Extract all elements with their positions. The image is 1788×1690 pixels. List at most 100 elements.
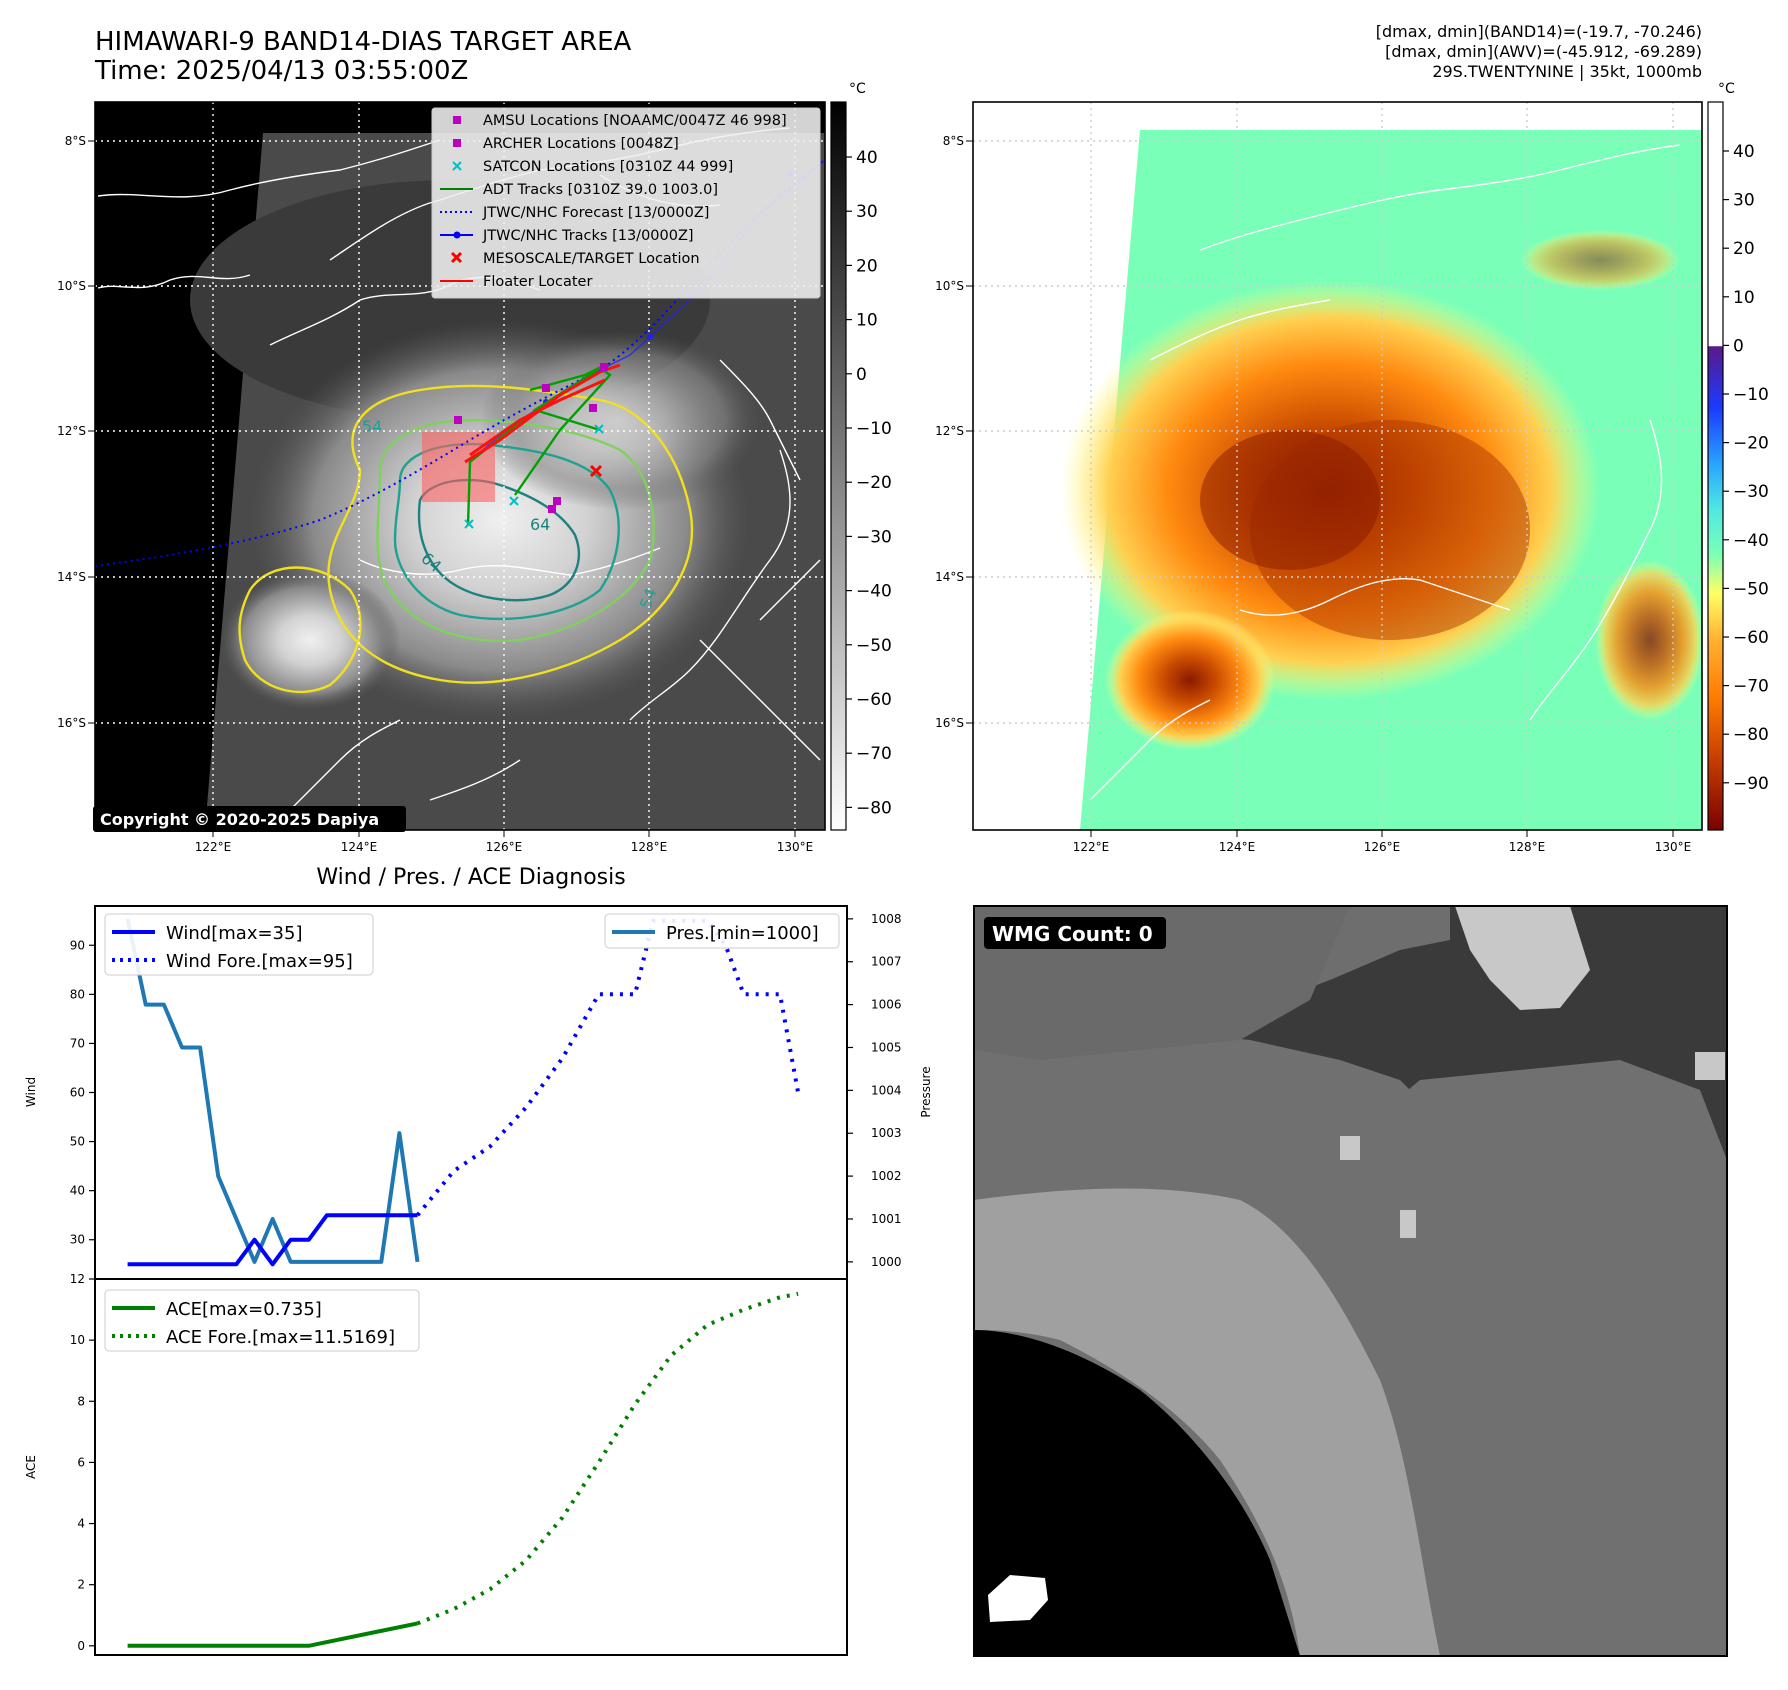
- color-colorbar: °C 40 30 20 10 0 −10 −20 −30 −40 −50 −60 −70 −80 −90: [1707, 81, 1769, 831]
- colorbar-tick: −70: [856, 744, 892, 764]
- colorbar-tick: 30: [1733, 191, 1755, 211]
- wind-tick: 50: [70, 1135, 85, 1149]
- legend-adt: ADT Tracks [0310Z 39.0 1003.0]: [483, 182, 718, 198]
- ace-forecast-line: [416, 1291, 799, 1626]
- colorbar-tick: 40: [1733, 142, 1755, 162]
- svg-text:8°S: 8°S: [943, 134, 964, 148]
- target-box: [422, 432, 495, 502]
- info-storm: 29S.TWENTYNINE | 35kt, 1000mb: [1432, 62, 1702, 81]
- wind-tick: 90: [70, 938, 85, 952]
- wind-tick: 30: [70, 1233, 85, 1247]
- svg-text:122°E: 122°E: [195, 840, 232, 854]
- map1-lon-ticks: 122°E 124°E 126°E 128°E 130°E: [195, 830, 814, 854]
- svg-text:128°E: 128°E: [1509, 840, 1546, 854]
- svg-text:126°E: 126°E: [1364, 840, 1401, 854]
- colorbar-tick: −90: [1733, 774, 1769, 794]
- legend-mesoscale: MESOSCALE/TARGET Location: [483, 251, 700, 267]
- pressure-axis-label: Pressure: [919, 1066, 933, 1117]
- svg-text:10°S: 10°S: [935, 279, 964, 293]
- svg-text:14°S: 14°S: [57, 570, 86, 584]
- timestamp: Time: 2025/04/13 03:55:00Z: [95, 56, 469, 86]
- colorbar-tick: −10: [1733, 385, 1769, 405]
- info-band14: [dmax, dmin](BAND14)=(-19.7, -70.246): [1375, 22, 1702, 41]
- colorbar-tick: 20: [1733, 239, 1755, 259]
- colorbar-tick: 10: [856, 311, 878, 331]
- colorbar-tick: −80: [856, 798, 892, 818]
- wmg-count: WMG Count: 0: [992, 922, 1153, 946]
- legend-floater: Floater Locater: [483, 274, 592, 290]
- wind-legend: Wind[max=35] Wind Fore.[max=95]: [104, 913, 374, 976]
- wind-tick: 80: [70, 987, 85, 1001]
- svg-text:10°S: 10°S: [57, 279, 86, 293]
- legend-ace-fore: ACE Fore.[max=11.5169]: [166, 1327, 395, 1348]
- svg-text:130°E: 130°E: [777, 840, 814, 854]
- legend-wind: Wind[max=35]: [166, 923, 303, 944]
- ace-tick: 4: [77, 1517, 85, 1531]
- pressure-tick: 1008: [871, 912, 902, 926]
- wind-tick: 70: [70, 1036, 85, 1050]
- info-awv: [dmax, dmin](AWV)=(-45.912, -69.289): [1385, 42, 1702, 61]
- colorbar-tick: −50: [1733, 579, 1769, 599]
- pressure-tick: 1007: [871, 955, 902, 969]
- svg-text:130°E: 130°E: [1655, 840, 1692, 854]
- svg-text:12°S: 12°S: [935, 424, 964, 438]
- pressure-tick: 1002: [871, 1169, 902, 1183]
- ace-tick: 8: [77, 1394, 85, 1408]
- ace-tick: 6: [77, 1455, 85, 1469]
- colorbar-tick: −40: [1733, 531, 1769, 551]
- colorbar-tick: −30: [856, 527, 892, 547]
- pressure-line: [125, 918, 420, 1264]
- copyright-text: Copyright © 2020-2025 Dapiya: [100, 810, 379, 829]
- pressure-tick: 1000: [871, 1255, 902, 1269]
- contour-label-54a: 54: [362, 417, 382, 436]
- legend-jtwc-tracks: JTWC/NHC Tracks [13/0000Z]: [482, 228, 694, 244]
- svg-text:124°E: 124°E: [341, 840, 378, 854]
- colorbar-tick: 0: [1733, 336, 1744, 356]
- legend-pressure: Pres.[min=1000]: [666, 923, 819, 944]
- svg-text:16°S: 16°S: [935, 716, 964, 730]
- svg-text:126°E: 126°E: [486, 840, 523, 854]
- svg-text:°C: °C: [849, 81, 866, 97]
- pressure-tick: 1004: [871, 1083, 902, 1097]
- wind-line: [127, 1213, 418, 1267]
- colorbar-tick: 0: [856, 365, 867, 385]
- colorbar-tick: −50: [856, 636, 892, 656]
- wind-tick: 60: [70, 1086, 85, 1100]
- ace-line: [127, 1621, 418, 1648]
- colorbar-tick: −20: [856, 473, 892, 493]
- ace-legend: ACE[max=0.735] ACE Fore.[max=11.5169]: [104, 1289, 420, 1352]
- svg-text:122°E: 122°E: [1073, 840, 1110, 854]
- info-block: [dmax, dmin](BAND14)=(-19.7, -70.246) [d…: [1376, 22, 1702, 82]
- svg-text:14°S: 14°S: [935, 570, 964, 584]
- color-map-panel: [973, 102, 1702, 830]
- main-title: HIMAWARI-9 BAND14-DIAS TARGET AREA: [95, 27, 632, 57]
- pressure-tick: 1001: [871, 1212, 902, 1226]
- map1-lat-ticks: 8°S 10°S 12°S 14°S 16°S: [57, 134, 95, 730]
- svg-text:128°E: 128°E: [631, 840, 668, 854]
- colorbar-tick: −60: [856, 690, 892, 710]
- wmg-panel: [974, 906, 1727, 1656]
- ace-tick: 12: [70, 1272, 85, 1286]
- wind-tick: 40: [70, 1184, 85, 1198]
- pressure-tick: 1006: [871, 998, 902, 1012]
- colorbar-tick: −70: [1733, 677, 1769, 697]
- pressure-tick: 1003: [871, 1126, 902, 1140]
- colorbar-tick: −30: [1733, 482, 1769, 502]
- ace-axis-label: ACE: [24, 1455, 38, 1479]
- svg-text:8°S: 8°S: [65, 134, 86, 148]
- legend-jtwc-forecast: JTWC/NHC Forecast [13/0000Z]: [482, 205, 709, 221]
- legend-wind-fore: Wind Fore.[max=95]: [166, 951, 353, 972]
- ace-tick: 2: [77, 1578, 85, 1592]
- colorbar-tick: −10: [856, 419, 892, 439]
- colorbar-tick: −20: [1733, 434, 1769, 454]
- legend-archer: ARCHER Locations [0048Z]: [483, 136, 679, 152]
- map-legend: AMSU Locations [NOAAMC/0047Z 46 998] ARC…: [431, 107, 821, 299]
- colorbar-tick: 20: [856, 256, 878, 276]
- colorbar-tick: −60: [1733, 628, 1769, 648]
- colorbar-tick: 10: [1733, 288, 1755, 308]
- colorbar-tick: 40: [856, 148, 878, 168]
- legend-satcon: SATCON Locations [0310Z 44 999]: [483, 159, 733, 175]
- pressure-tick: 1005: [871, 1040, 902, 1054]
- map2-lon-ticks: 122°E 124°E 126°E 128°E 130°E: [1073, 830, 1692, 854]
- svg-text:16°S: 16°S: [57, 716, 86, 730]
